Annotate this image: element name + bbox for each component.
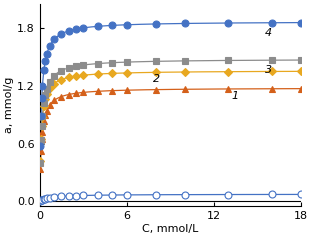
Y-axis label: a, mmol/g: a, mmol/g [4,77,14,133]
Text: 2: 2 [153,74,160,84]
X-axis label: C, mmol/L: C, mmol/L [142,224,198,234]
Text: 3: 3 [265,64,272,74]
Text: 1: 1 [231,91,238,101]
Text: 4: 4 [265,28,272,38]
